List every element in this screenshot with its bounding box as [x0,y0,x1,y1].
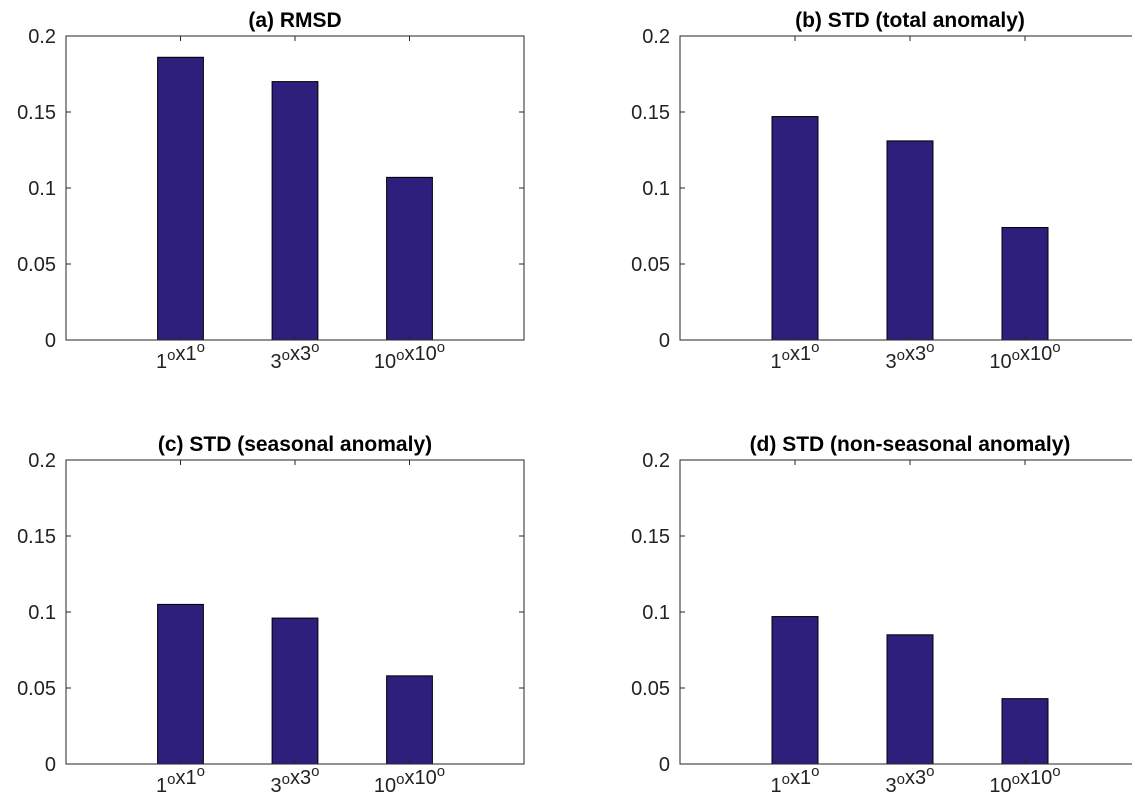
bar-1 [157,56,204,341]
y-tick-label: 0.2 [642,450,670,472]
x-tick-label: 1ox1o [771,763,820,793]
chart-panel-2: (b) STD (total anomaly) 0 0.05 0.1 0.15 0.2 1o… [631,9,1132,373]
y-tick-label: 0.05 [17,254,56,276]
y-tick-label: 0.15 [17,102,56,124]
bar-1 [157,603,204,765]
y-tick-label: 0.2 [642,26,670,48]
y-tick-label: 0.05 [631,254,670,276]
x-tick-label: 1ox1o [156,339,205,373]
y-tick-label: 0.05 [17,678,56,700]
y-tick-label: 0.15 [631,102,670,124]
panel-title: (d) STD (non-seasonal anomaly) [750,433,1071,456]
bar-1 [771,116,819,341]
x-tick-label: 1ox1o [771,339,820,373]
bar-3 [1001,698,1049,765]
bar-3 [386,176,433,341]
panel-title: (a) RMSD [248,9,341,32]
y-tick-label: 0.1 [642,178,670,200]
chart-panel-1: (a) RMSD 0 0.05 0.1 0.15 0.2 1ox1o 3ox3o 10ox10o [17,9,525,373]
y-tick-label: 0.2 [28,450,56,472]
y-tick-label: 0.1 [28,178,56,200]
chart-panel-4: (d) STD (non-seasonal anomaly) 0 0.05 0.1 0.… [631,433,1132,793]
y-tick-label: 0 [45,754,56,776]
panel-title: (b) STD (total anomaly) [795,9,1025,32]
y-tick-label: 0 [659,754,670,776]
y-tick-label: 0.15 [631,526,670,548]
bar-3 [1001,227,1049,341]
bar-1 [771,616,819,765]
chart-panel-3: (c) STD (seasonal anomaly) 0 0.05 0.1 0.15 0.… [17,433,525,793]
x-tick-label: 3ox3o [886,763,935,793]
x-tick-label: 3ox3o [271,763,320,793]
bar-2 [886,634,934,765]
bar-2 [271,617,319,765]
y-tick-label: 0 [45,330,56,352]
y-tick-label: 0.15 [17,526,56,548]
x-tick-label: 10ox10o [989,339,1060,373]
y-tick-label: 0.1 [642,602,670,624]
x-tick-label: 3ox3o [886,339,935,373]
x-tick-label: 1ox1o [156,763,205,793]
y-tick-label: 0.05 [631,678,670,700]
y-tick-label: 0 [659,330,670,352]
bar-2 [271,81,319,341]
y-tick-label: 0.2 [28,26,56,48]
x-tick-label: 10ox10o [374,763,445,793]
x-tick-label: 3ox3o [271,339,320,373]
y-tick-label: 0.1 [28,602,56,624]
x-tick-label: 10ox10o [989,763,1060,793]
x-tick-label: 10ox10o [374,339,445,373]
bar-3 [386,675,433,765]
panel-title: (c) STD (seasonal anomaly) [158,433,432,456]
bar-2 [886,140,934,341]
